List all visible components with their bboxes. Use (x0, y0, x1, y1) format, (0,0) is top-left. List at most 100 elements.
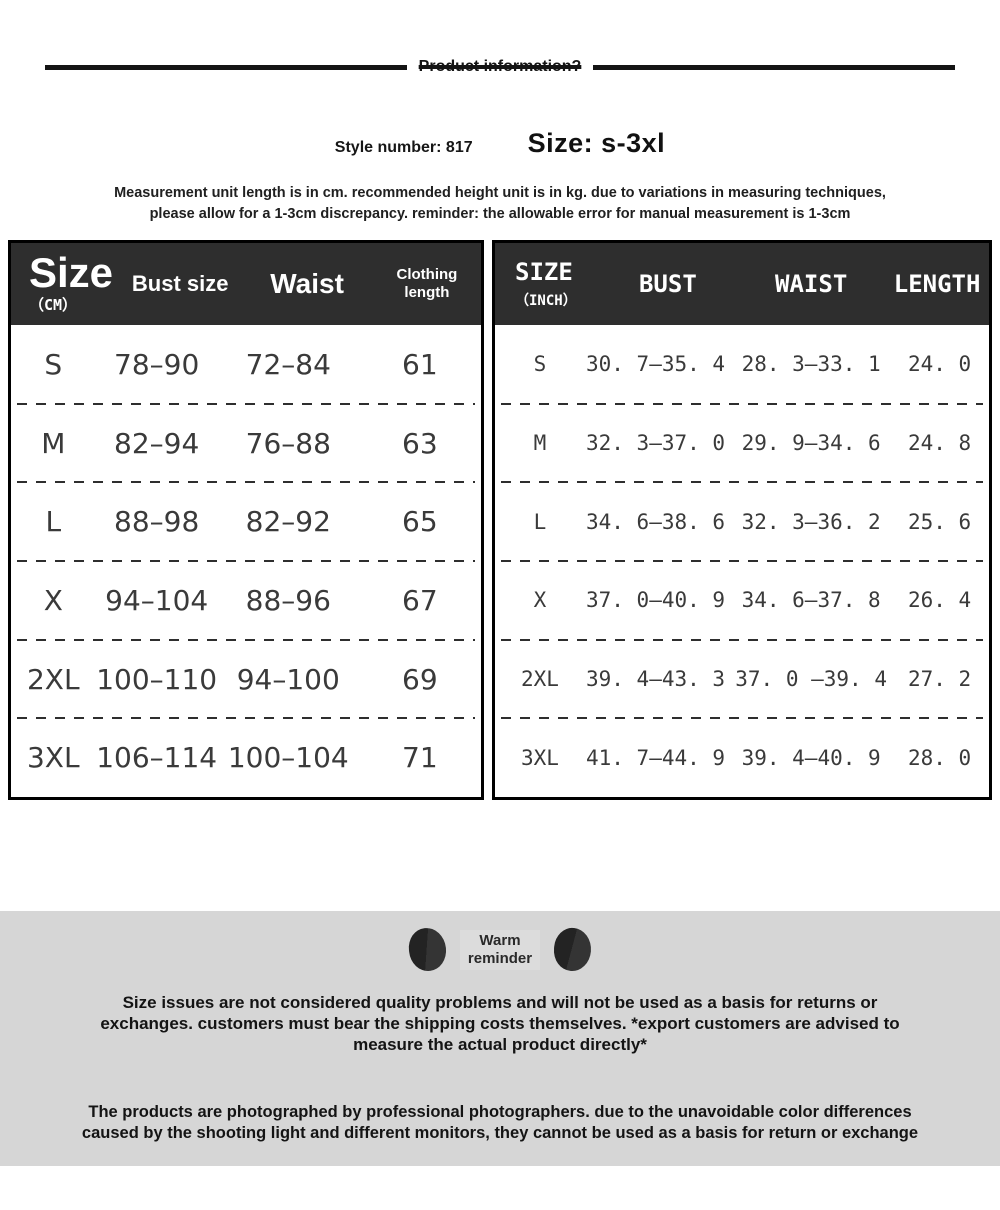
inch-table-body: S 30. 7–35. 4 28. 3–33. 1 24. 0 M 32. 3–… (495, 325, 989, 797)
warm-reminder-line1: Warm (479, 931, 521, 949)
inch-row-3xl-length: 28. 0 (907, 745, 972, 770)
inch-row-m-length: 24. 8 (907, 431, 972, 455)
cm-header-length-line1: Clothing (396, 266, 458, 283)
inch-row-x-length: 26. 4 (907, 588, 972, 613)
cm-row-2xl-size: 2XL (26, 662, 80, 696)
table-row: M 32. 3–37. 0 29. 9–34. 6 24. 8 (495, 402, 989, 483)
inch-row-m-bust: 32. 3–37. 0 (585, 431, 726, 455)
size-table-cm: Size （CM） Bust size Waist Clothing lengt… (8, 240, 484, 800)
measurement-note: Measurement unit length is in cm. recomm… (0, 183, 1000, 225)
cm-header-bust: Bust size (131, 271, 229, 296)
warm-reminder: Warm reminder (0, 911, 1000, 973)
inch-row-s-size: S (533, 352, 547, 377)
table-row: X 94–104 88–96 67 (11, 560, 481, 640)
table-row: 2XL 39. 4–43. 3 37. 0 –39. 4 27. 2 (495, 638, 989, 719)
cm-row-x-length: 67 (402, 583, 438, 617)
cm-header-size-label: Size (29, 248, 114, 296)
cm-row-2xl-length: 69 (402, 662, 438, 696)
table-row: L 88–98 82–92 65 (11, 481, 481, 561)
warm-reminder-label: Warm reminder (459, 929, 541, 970)
inch-row-s-length: 24. 0 (907, 352, 972, 377)
inch-row-l-size: L (533, 509, 547, 534)
measurement-note-line1: Measurement unit length is in cm. recomm… (114, 185, 886, 201)
cm-row-2xl-bust: 100–110 (96, 662, 218, 696)
inch-header-size-label: SIZE (515, 258, 573, 286)
inch-row-m-size: M (533, 431, 547, 455)
returns-policy-line1: Size issues are not considered quality p… (122, 993, 878, 1012)
size-range: Size: s-3xl (527, 128, 666, 158)
cm-row-3xl-waist: 100–104 (227, 741, 349, 775)
inch-row-x-bust: 37. 0–40. 9 (585, 588, 726, 613)
cm-row-s-length: 61 (402, 347, 438, 381)
cm-row-s-size: S (44, 347, 63, 381)
cm-row-3xl-length: 71 (402, 741, 438, 775)
cm-row-l-size: L (45, 505, 62, 539)
measurement-note-line2: please allow for a 1-3cm discrepancy. re… (149, 206, 851, 222)
table-row: M 82–94 76–88 63 (11, 402, 481, 483)
inch-row-3xl-bust: 41. 7–44. 9 (585, 745, 726, 770)
size-tables: Size （CM） Bust size Waist Clothing lengt… (0, 240, 1000, 800)
product-information-divider: Product information? (0, 58, 1000, 76)
cm-row-l-bust: 88–98 (114, 505, 200, 539)
inch-row-2xl-size: 2XL (521, 667, 559, 692)
photo-disclaimer-line2: caused by the shooting light and differe… (81, 1124, 919, 1142)
cm-row-3xl-size: 3XL (26, 741, 80, 775)
cm-row-x-bust: 94–104 (105, 583, 209, 617)
cm-row-s-waist: 72–84 (245, 347, 331, 381)
table-row: 3XL 106–114 100–104 71 (11, 717, 481, 797)
cm-row-m-waist: 76–88 (245, 426, 331, 460)
inch-row-m-waist: 29. 9–34. 6 (741, 431, 881, 455)
dot-icon (406, 926, 449, 973)
cm-row-2xl-waist: 94–100 (236, 662, 340, 696)
table-row: L 34. 6–38. 6 32. 3–36. 2 25. 6 (495, 481, 989, 561)
inch-row-l-bust: 34. 6–38. 6 (585, 509, 726, 534)
cm-row-m-length: 63 (402, 426, 438, 460)
cm-table-body: S 78–90 72–84 61 M 82–94 76–88 63 L 88–9… (11, 325, 481, 797)
inch-header-length: LENGTH (893, 270, 981, 298)
warm-reminder-line2: reminder (467, 949, 533, 967)
table-row: S 30. 7–35. 4 28. 3–33. 1 24. 0 (495, 325, 989, 404)
inch-table-header: SIZE （INCH） BUST WAIST LENGTH (495, 243, 989, 325)
table-row: X 37. 0–40. 9 34. 6–37. 8 26. 4 (495, 560, 989, 640)
inch-header-waist: WAIST (775, 270, 848, 298)
cm-header-length-line2: length (404, 284, 450, 301)
cm-header-length: Clothing length (373, 266, 481, 302)
inch-header-unit: （INCH） (515, 293, 577, 309)
inch-row-3xl-waist: 39. 4–40. 9 (741, 745, 881, 770)
returns-policy-text: Size issues are not considered quality p… (0, 992, 1000, 1055)
inch-row-2xl-length: 27. 2 (907, 667, 972, 692)
footer-section: Warm reminder Size issues are not consid… (0, 911, 1000, 1166)
table-row: 3XL 41. 7–44. 9 39. 4–40. 9 28. 0 (495, 717, 989, 797)
dot-icon (552, 926, 593, 973)
table-row: 2XL 100–110 94–100 69 (11, 638, 481, 719)
cm-row-l-waist: 82–92 (245, 505, 331, 539)
photo-disclaimer-line1: The products are photographed by profess… (88, 1103, 912, 1121)
cm-header-size: Size （CM） (11, 248, 119, 315)
inch-row-2xl-bust: 39. 4–43. 3 (585, 667, 726, 692)
inch-header-bust: BUST (638, 270, 697, 298)
cm-header-unit: （CM） (29, 295, 78, 314)
page-title: Product information? (418, 58, 582, 75)
cm-header-waist: Waist (270, 268, 344, 299)
photo-disclaimer-text: The products are photographed by profess… (0, 1102, 1000, 1144)
size-table-inch: SIZE （INCH） BUST WAIST LENGTH S 30. 7–35… (492, 240, 992, 800)
returns-policy-line2: exchanges. customers must bear the shipp… (100, 1014, 900, 1033)
inch-row-s-bust: 30. 7–35. 4 (585, 352, 726, 377)
cm-row-x-waist: 88–96 (245, 583, 331, 617)
cm-table-header: Size （CM） Bust size Waist Clothing lengt… (11, 243, 481, 325)
style-size-row: Style number: 817 Size: s-3xl (0, 128, 1000, 159)
inch-row-l-length: 25. 6 (907, 509, 972, 534)
inch-row-s-waist: 28. 3–33. 1 (741, 352, 881, 377)
divider-line-right (593, 64, 955, 70)
cm-row-s-bust: 78–90 (114, 347, 200, 381)
cm-row-l-length: 65 (402, 505, 438, 539)
table-row: S 78–90 72–84 61 (11, 325, 481, 404)
cm-row-3xl-bust: 106–114 (96, 741, 218, 775)
cm-row-x-size: X (43, 583, 63, 617)
returns-policy-line3: measure the actual product directly* (353, 1035, 647, 1054)
divider-line-left (45, 64, 407, 70)
inch-row-l-waist: 32. 3–36. 2 (741, 509, 881, 534)
inch-row-3xl-size: 3XL (521, 745, 559, 770)
inch-header-size: SIZE （INCH） (495, 258, 599, 310)
cm-row-m-size: M (41, 426, 66, 460)
